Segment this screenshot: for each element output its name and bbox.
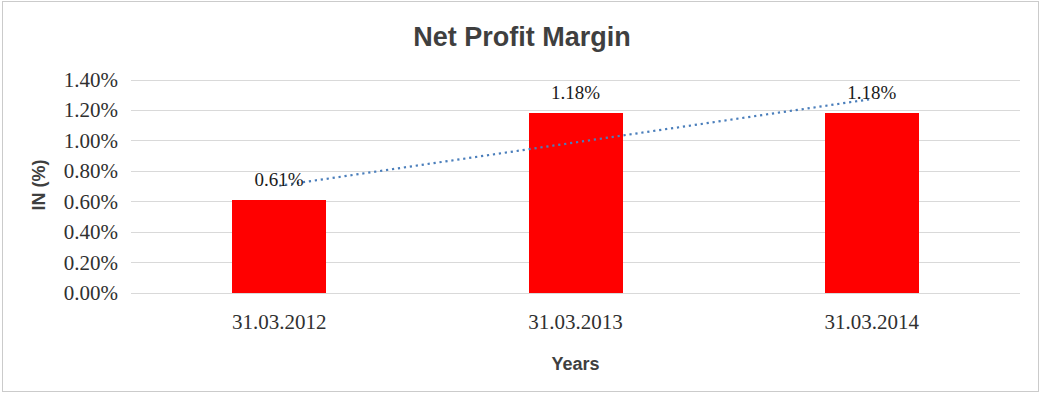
bar-data-label: 0.61% [255, 169, 304, 191]
x-tick-label: 31.03.2013 [528, 311, 623, 333]
y-tick-label: 1.20% [30, 99, 118, 121]
y-tick-label: 0.20% [30, 252, 118, 274]
y-tick-label: 1.40% [30, 69, 118, 91]
y-tick-label: 1.00% [30, 130, 118, 152]
x-axis-title: Years [131, 354, 1020, 375]
x-tick-label: 31.03.2012 [232, 311, 327, 333]
y-tick-label: 0.60% [30, 191, 118, 213]
y-tick-label: 0.80% [30, 160, 118, 182]
x-tick-label: 31.03.2014 [825, 311, 920, 333]
bar-data-label: 1.18% [551, 82, 600, 104]
y-tick-label: 0.40% [30, 221, 118, 243]
net-profit-margin-chart: Net Profit Margin IN (%) Years 0.00%0.20… [0, 0, 1044, 402]
bar-data-label: 1.18% [847, 82, 896, 104]
chart-title: Net Profit Margin [0, 22, 1044, 53]
y-tick-label: 0.00% [30, 282, 118, 304]
